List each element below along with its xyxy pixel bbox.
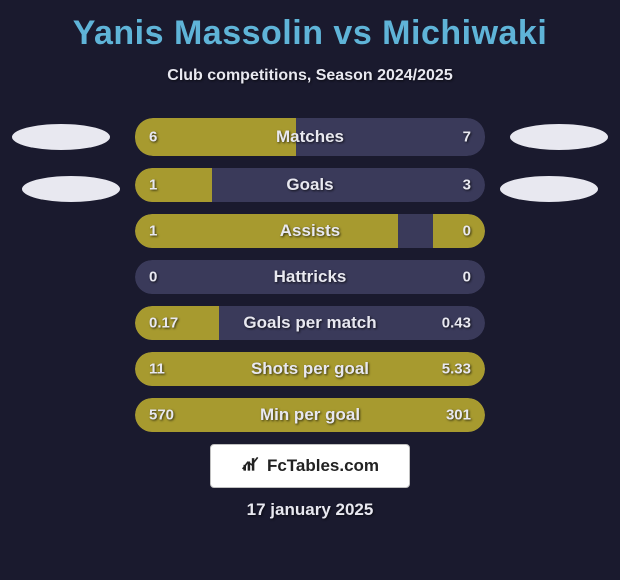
brand-badge: FcTables.com	[210, 444, 410, 488]
stat-value-left: 11	[149, 361, 165, 378]
brand-chart-icon	[241, 454, 261, 479]
page-title: Yanis Massolin vs Michiwaki	[0, 0, 620, 53]
stat-label: Hattricks	[274, 267, 347, 287]
stat-row: 0.17 0.43 Goals per match	[135, 306, 485, 340]
comparison-chart: 6 7 Matches 1 3 Goals 1 0 Assists 0 0 Hattricks 0.17…	[135, 118, 485, 444]
stat-value-left: 0	[149, 269, 157, 286]
stat-bar-left-fill	[135, 214, 398, 248]
stat-row: 570 301 Min per goal	[135, 398, 485, 432]
stat-value-right: 0.43	[442, 315, 471, 332]
stat-row: 1 0 Assists	[135, 214, 485, 248]
stat-label: Matches	[276, 127, 344, 147]
stat-bar-left-fill	[135, 168, 212, 202]
stat-label: Goals	[286, 175, 333, 195]
stat-row: 0 0 Hattricks	[135, 260, 485, 294]
stat-bar-right-accent	[433, 214, 486, 248]
stat-value-left: 0.17	[149, 315, 178, 332]
stat-value-right: 5.33	[442, 361, 471, 378]
brand-label: FcTables.com	[267, 456, 379, 476]
stat-label: Min per goal	[260, 405, 360, 425]
stat-label: Goals per match	[243, 313, 376, 333]
stat-row: 1 3 Goals	[135, 168, 485, 202]
stat-row: 6 7 Matches	[135, 118, 485, 156]
stat-value-right: 7	[463, 129, 471, 146]
stat-value-right: 0	[463, 269, 471, 286]
subtitle: Club competitions, Season 2024/2025	[0, 67, 620, 85]
stat-value-left: 1	[149, 177, 157, 194]
stat-value-right: 301	[446, 407, 471, 424]
avatar-placeholder-right-2	[500, 176, 598, 202]
stat-bar-left-fill	[135, 118, 296, 156]
date-label: 17 january 2025	[247, 500, 374, 520]
stat-label: Assists	[280, 221, 340, 241]
stat-value-left: 6	[149, 129, 157, 146]
stat-value-right: 0	[463, 223, 471, 240]
avatar-placeholder-left-2	[22, 176, 120, 202]
avatar-placeholder-left-1	[12, 124, 110, 150]
stat-value-left: 1	[149, 223, 157, 240]
stat-value-left: 570	[149, 407, 174, 424]
stat-value-right: 3	[463, 177, 471, 194]
avatar-placeholder-right-1	[510, 124, 608, 150]
stat-row: 11 5.33 Shots per goal	[135, 352, 485, 386]
stat-label: Shots per goal	[251, 359, 369, 379]
